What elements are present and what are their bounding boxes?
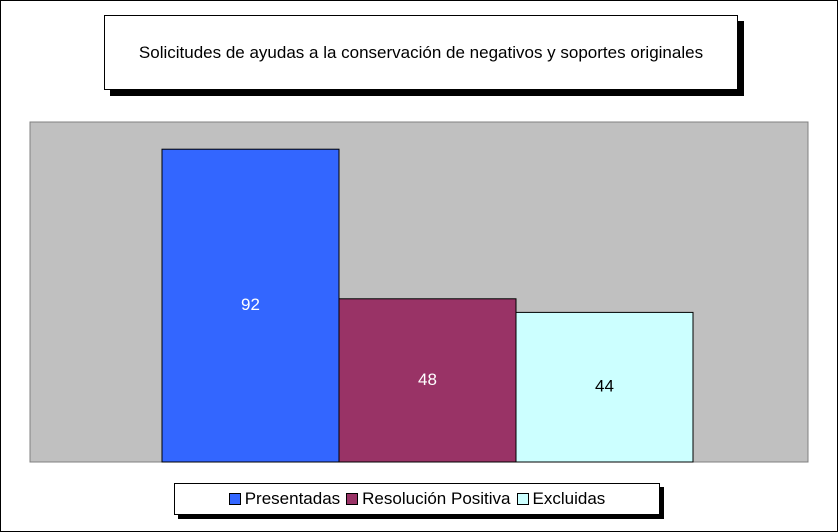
legend-label: Presentadas [244,489,341,508]
bar [161,148,340,463]
legend-swatch [516,493,529,505]
legend-swatch [346,493,359,505]
legend-item: Resolución Positiva [346,489,511,509]
data-label: 44 [595,377,614,396]
chart-title: Solicitudes de ayudas a la conservación … [104,15,738,90]
legend-item: Presentadas [228,489,341,509]
legend-label: Excluidas [532,489,606,508]
bar [338,298,517,463]
bar [515,311,694,463]
data-label: 92 [241,295,260,314]
legend-item: Excluidas [516,489,606,509]
legend-label: Resolución Positiva [362,489,511,508]
legend-swatch [228,493,241,505]
legend: Presentadas Resolución Positiva Excluidas [174,483,660,515]
data-label: 48 [418,370,437,389]
